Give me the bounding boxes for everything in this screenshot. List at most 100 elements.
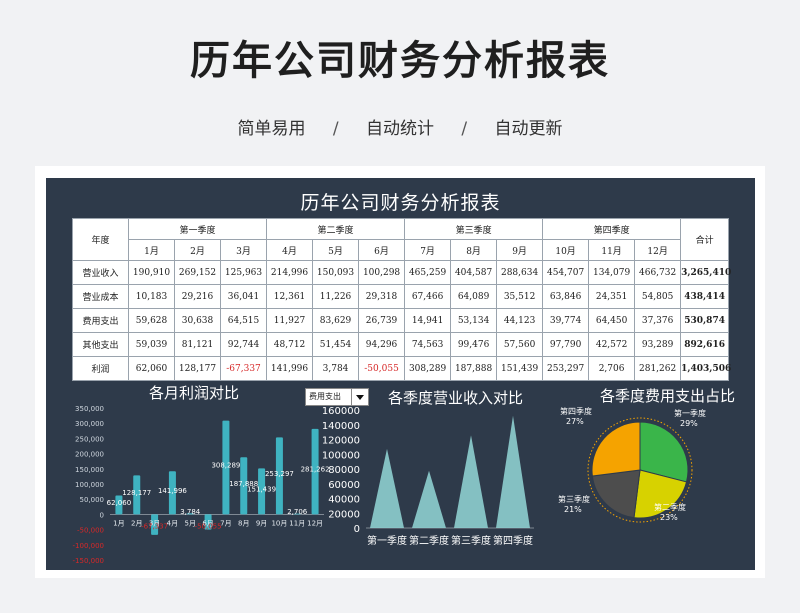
table-cell: 2,706 (588, 356, 636, 381)
month-header: 4月 (266, 239, 314, 261)
table-cell: 57,560 (496, 332, 544, 357)
table-cell: 14,941 (404, 308, 452, 333)
chevron-down-icon[interactable] (351, 389, 368, 405)
y-tick-label: 350,000 (75, 405, 104, 413)
pie-slice (591, 469, 641, 519)
table-cell: 128,177 (174, 356, 221, 381)
slice-label: 第一季度 (674, 408, 706, 418)
row-total: 1,403,506 (680, 356, 731, 381)
finance-table: 年度 第一季度 第二季度 第三季度 第四季度 合计 1月 2月 3月 4月 5月 6月 7月… (72, 218, 731, 381)
table-cell: 308,289 (404, 356, 452, 381)
data-label: 151,439 (247, 485, 276, 493)
table-cell: 134,079 (588, 260, 636, 285)
year-header: 年度 (72, 218, 129, 261)
month-header: 1月 (128, 239, 175, 261)
table-cell: 48,712 (266, 332, 314, 357)
table-cell: 281,262 (634, 356, 682, 381)
pie-slice (591, 421, 641, 477)
table-cell: 93,289 (634, 332, 682, 357)
panel-title: 历年公司财务分析报表 (300, 192, 501, 214)
profit-chart-title: 各月利润对比 (149, 384, 240, 402)
x-tick-label: 第一季度 (367, 534, 407, 547)
pie-slice (633, 469, 688, 519)
table-cell: 94,296 (358, 332, 406, 357)
y-tick-label: -150,000 (73, 557, 104, 565)
table-cell: 51,454 (312, 332, 360, 357)
table-cell: 214,996 (266, 260, 314, 285)
profit-bar (240, 457, 248, 515)
table-cell: 466,732 (634, 260, 682, 285)
profit-bar (168, 471, 176, 515)
total-header: 合计 (680, 218, 730, 261)
table-cell: -67,337 (219, 356, 268, 381)
table-cell: 465,259 (404, 260, 452, 285)
table-cell: 30,638 (174, 308, 221, 333)
y-tick-label: 80000 (328, 465, 360, 476)
data-label: -67,337 (141, 522, 168, 530)
table-cell: -50,055 (358, 356, 406, 381)
y-tick-label: 150,000 (75, 466, 104, 474)
x-tick-label: 1月 (113, 519, 124, 527)
pie-slice (639, 421, 689, 483)
expense-chart-title: 各季度费用支出占比 (600, 387, 736, 405)
tag-separator: / (461, 119, 468, 139)
table-cell: 64,515 (219, 308, 268, 333)
row-total: 892,616 (680, 332, 730, 357)
profit-bar (275, 437, 283, 515)
table-row: 营业收入 190,910 269,152 125,963 214,996 150,093 1… (72, 260, 731, 285)
month-header: 5月 (312, 239, 360, 261)
x-tick-label: 10月 (271, 519, 287, 527)
table-cell: 54,805 (634, 284, 682, 309)
table-cell: 59,039 (128, 332, 175, 357)
table-cell: 92,744 (219, 332, 268, 357)
table-cell: 29,216 (174, 284, 221, 309)
table-cell: 187,888 (450, 356, 498, 381)
table-cell: 67,466 (404, 284, 452, 309)
x-tick-label: 第四季度 (493, 534, 533, 547)
table-cell: 97,790 (542, 332, 590, 357)
table-cell: 151,439 (496, 356, 544, 381)
x-tick-label: 9月 (256, 519, 267, 527)
slice-label: 第四季度 (560, 406, 592, 416)
x-tick-label: 第二季度 (409, 534, 449, 547)
month-header: 12月 (634, 239, 682, 261)
table-cell: 36,041 (219, 284, 268, 309)
x-tick-label: 2月 (131, 519, 142, 527)
slice-percent: 23% (660, 513, 678, 522)
row-label: 营业收入 (72, 260, 129, 285)
data-label: 62,060 (107, 499, 131, 507)
x-tick-label: 11月 (289, 519, 305, 527)
y-tick-label: 20000 (328, 509, 360, 520)
row-label: 营业成本 (72, 284, 129, 309)
table-cell: 253,297 (542, 356, 590, 381)
month-header: 3月 (219, 239, 268, 261)
y-tick-label: 40000 (328, 495, 360, 506)
revenue-area-chart: 0 20000 40000 60000 80000 100000 120000 140000 1… (322, 406, 534, 547)
tag-auto-update: 自动更新 (494, 119, 563, 139)
profit-bar (222, 420, 230, 515)
table-cell: 74,563 (404, 332, 452, 357)
data-label: 253,297 (265, 470, 294, 478)
table-cell: 3,784 (312, 356, 360, 381)
category-dropdown[interactable]: 费用支出 (305, 388, 369, 406)
profit-bar (258, 468, 266, 515)
y-tick-label: 0 (354, 524, 360, 535)
month-header: 10月 (542, 239, 590, 261)
table-cell: 37,376 (634, 308, 682, 333)
data-label: 141,996 (158, 487, 187, 495)
row-total: 530,874 (680, 308, 730, 333)
y-tick-label: 140000 (322, 421, 360, 432)
table-cell: 53,134 (450, 308, 498, 333)
y-tick-label: 160000 (322, 406, 360, 417)
pie-outline (587, 417, 693, 523)
tag-auto-stat: 自动统计 (366, 119, 434, 139)
y-tick-label: 50,000 (80, 496, 105, 504)
data-label: 128,177 (122, 489, 151, 497)
table-cell: 63,846 (542, 284, 590, 309)
table-cell: 12,361 (266, 284, 314, 309)
table-cell: 100,298 (358, 260, 406, 285)
y-tick-label: -50,000 (77, 527, 104, 535)
row-label: 利润 (72, 356, 129, 381)
table-cell: 10,183 (128, 284, 175, 309)
